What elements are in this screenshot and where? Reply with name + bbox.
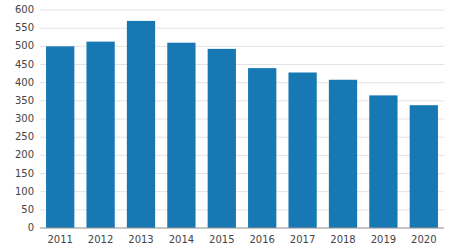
y-tick-label: 50: [21, 204, 34, 215]
x-tick-label: 2020: [411, 234, 436, 245]
x-axis: 2011 2012 2013 2014 2015 2016 2017 2018 2019 2020: [40, 228, 444, 245]
bar: [329, 80, 357, 228]
bar: [248, 68, 276, 228]
y-tick-label: 0: [28, 222, 34, 233]
y-tick-label: 250: [15, 131, 34, 142]
bar: [167, 43, 195, 228]
grid-line: [40, 28, 444, 29]
bars: [46, 21, 438, 228]
x-tick-label: 2019: [371, 234, 396, 245]
x-tick-label: 2015: [209, 234, 234, 245]
bar: [288, 72, 316, 228]
y-tick-label: 350: [15, 95, 34, 106]
y-tick-label: 100: [15, 186, 34, 197]
x-tick-label: 2014: [169, 234, 194, 245]
bar: [127, 21, 155, 228]
y-tick-label: 450: [15, 59, 34, 70]
bar: [46, 46, 74, 228]
x-tick-label: 2013: [128, 234, 153, 245]
bar: [410, 105, 438, 228]
x-tick-label: 2016: [249, 234, 274, 245]
x-tick-label: 2017: [290, 234, 315, 245]
bar: [86, 42, 114, 228]
x-tick-label: 2011: [47, 234, 72, 245]
grid-line: [40, 228, 444, 229]
y-tick-label: 300: [15, 113, 34, 124]
x-tick-label: 2018: [330, 234, 355, 245]
chart: 0 50 100 150 200 250 300 350 400 450 500 550 600 2011…: [0, 0, 454, 252]
x-axis-line: [40, 228, 444, 229]
y-tick-label: 200: [15, 149, 34, 160]
chart-container: 0 50 100 150 200 250 300 350 400 450 500 550 600 2011…: [0, 0, 454, 252]
y-tick-label: 400: [15, 77, 34, 88]
y-tick-label: 150: [15, 168, 34, 179]
bar: [208, 49, 236, 228]
grid-line: [40, 10, 444, 11]
y-tick-label: 550: [15, 22, 34, 33]
x-tick-label: 2012: [88, 234, 113, 245]
y-tick-label: 500: [15, 40, 34, 51]
y-axis: 0 50 100 150 200 250 300 350 400 450 500 550 600: [15, 4, 34, 233]
y-tick-label: 600: [15, 4, 34, 15]
bar: [369, 95, 397, 228]
grid: [40, 10, 444, 228]
